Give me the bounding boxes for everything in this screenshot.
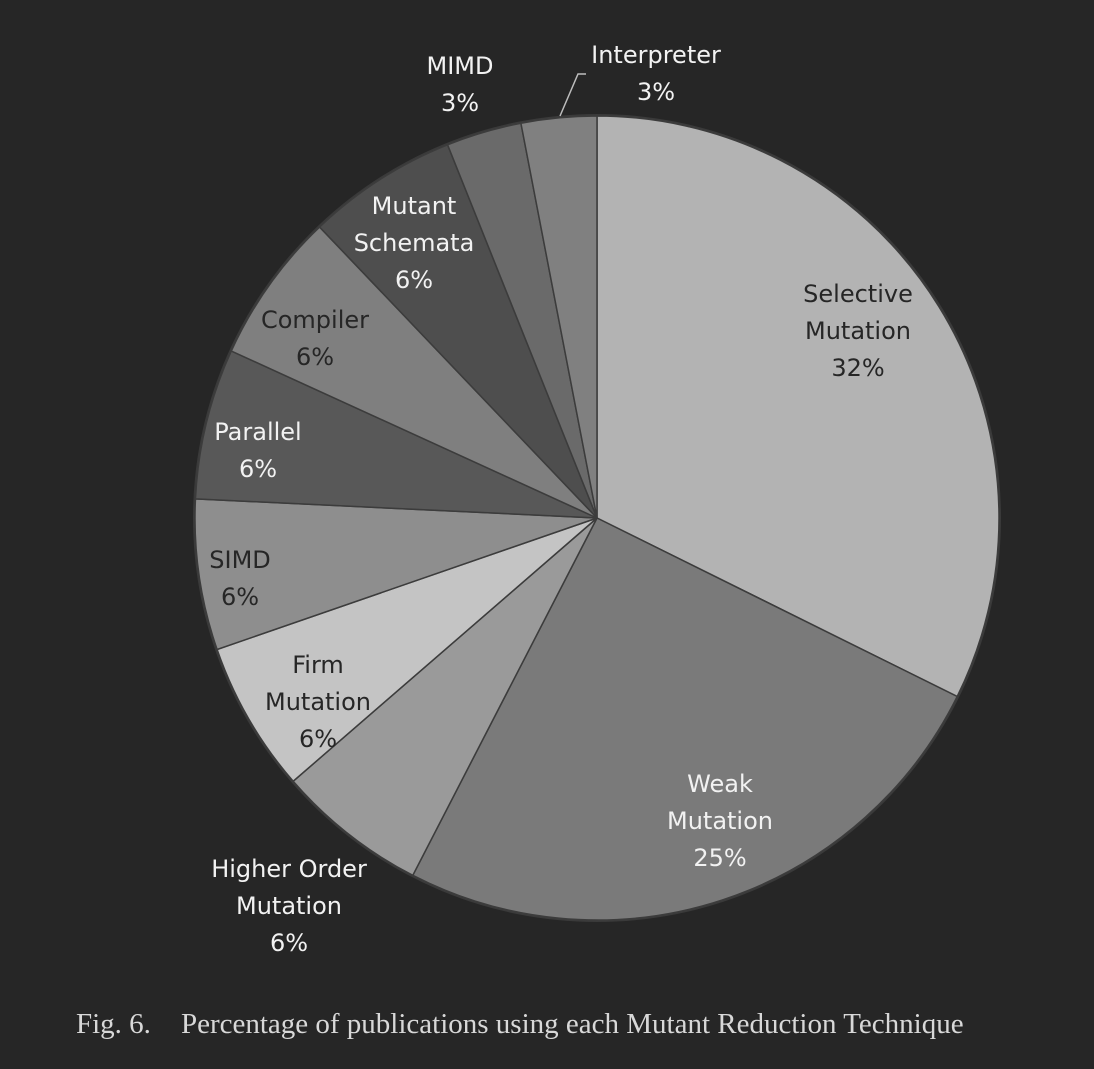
label-name-line: Mutation <box>265 688 371 716</box>
label-name-line: Interpreter <box>591 41 721 69</box>
label-name-line: Mutation <box>667 807 773 835</box>
label-name-line: Mutation <box>805 317 911 345</box>
caption-text: Percentage of publications using each Mu… <box>180 1008 964 1040</box>
label-name-line: MIMD <box>427 52 494 80</box>
label-name-line: SIMD <box>209 546 271 574</box>
label-value: 3% <box>441 89 479 117</box>
leader-lines <box>559 73 586 117</box>
pie-slice-compiler <box>230 225 598 519</box>
data-label-mutant-schemata: Mutant Schemata 6% <box>354 192 475 294</box>
label-name-line: Higher Order <box>211 855 367 883</box>
label-value: 6% <box>239 455 277 483</box>
label-name-line: Compiler <box>261 306 369 334</box>
data-label-compiler: Compiler 6% <box>261 306 369 371</box>
pie-slice-higher-order-mutation <box>292 517 598 877</box>
pie-chart: Selective Mutation 32% Weak Mutation 25% Highe… <box>193 41 1001 957</box>
label-value: 32% <box>831 354 884 382</box>
data-labels: Selective Mutation 32% Weak Mutation 25% Highe… <box>209 41 913 957</box>
pie-slice-mutant-schemata <box>318 143 598 519</box>
label-value: 6% <box>296 343 334 371</box>
label-value: 6% <box>221 583 259 611</box>
data-label-firm-mutation: Firm Mutation 6% <box>265 651 371 753</box>
data-label-higher-order-mutation: Higher Order Mutation 6% <box>211 855 367 957</box>
label-name-line: Mutant <box>372 192 457 220</box>
figure-caption: Fig. 6. Percentage of publications using … <box>76 1008 1078 1041</box>
data-label-interpreter: Interpreter 3% <box>591 41 721 106</box>
label-name-line: Parallel <box>214 418 301 446</box>
label-value: 6% <box>395 266 433 294</box>
label-value: 6% <box>270 929 308 957</box>
data-label-mimd: MIMD 3% <box>427 52 494 117</box>
pie-slice-simd <box>194 498 598 651</box>
label-name-line: Weak <box>687 770 753 798</box>
data-label-simd: SIMD 6% <box>209 546 271 611</box>
label-name-line: Selective <box>803 280 913 308</box>
pie-slice-firm-mutation <box>216 517 598 783</box>
pie-slice-interpreter <box>520 115 598 519</box>
pie-slices <box>193 114 1001 922</box>
label-name-line: Firm <box>292 651 344 679</box>
figure-number: Fig. 6. <box>76 1008 151 1040</box>
pie-slice-selective-mutation <box>596 115 1000 698</box>
pie-slice-parallel <box>194 350 598 519</box>
data-label-weak-mutation: Weak Mutation 25% <box>667 770 773 872</box>
label-name-line: Mutation <box>236 892 342 920</box>
label-value: 6% <box>299 725 337 753</box>
data-label-parallel: Parallel 6% <box>214 418 301 483</box>
leader-line-interpreter <box>559 73 586 117</box>
pie-slice-weak-mutation <box>411 517 959 921</box>
label-name-line: Schemata <box>354 229 475 257</box>
data-label-selective-mutation: Selective Mutation 32% <box>803 280 913 382</box>
label-value: 25% <box>693 844 746 872</box>
label-value: 3% <box>637 78 675 106</box>
